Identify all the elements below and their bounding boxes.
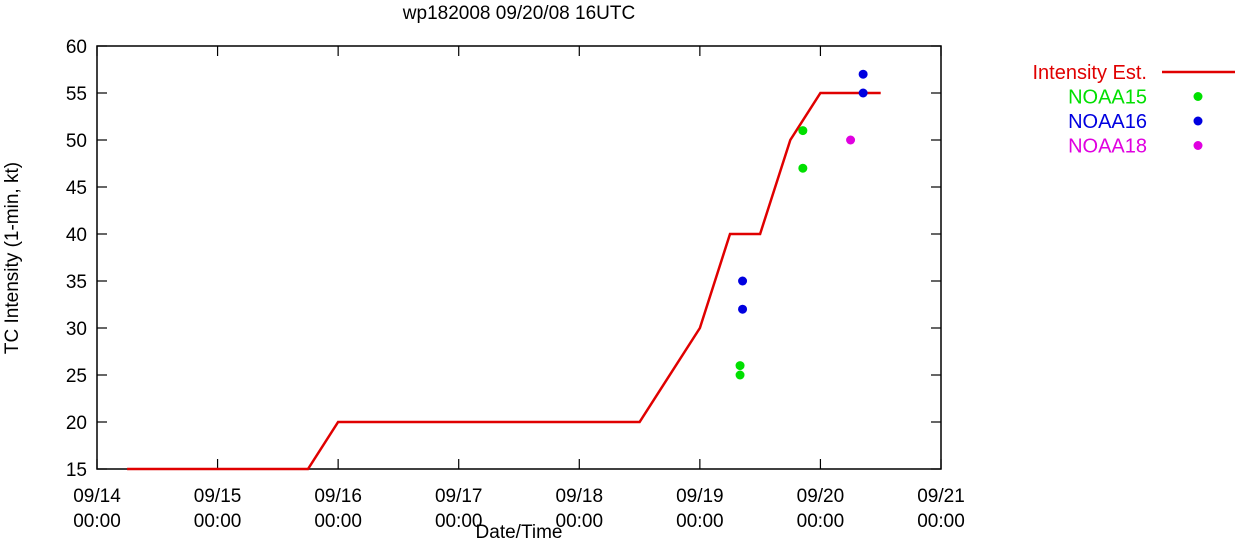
data-point-noaa15 — [798, 126, 808, 136]
legend-swatch-noaa18 — [1193, 141, 1203, 150]
legend-label-noaa18: NOAA18 — [1068, 136, 1147, 158]
x-tick-date-label: 09/15 — [194, 486, 242, 507]
y-tick-label: 45 — [66, 178, 87, 199]
y-tick-label: 55 — [66, 84, 87, 105]
series-layer — [127, 69, 881, 471]
x-ticks: 09/14 00:00 09/15 00:00 09/16 00:00 09/17 00:00… — [73, 46, 965, 532]
legend-swatch-noaa16 — [1193, 116, 1203, 126]
legend-swatch-noaa15 — [1193, 92, 1203, 101]
y-tick-label: 20 — [66, 413, 87, 434]
x-tick-time-label: 00:00 — [556, 511, 604, 532]
data-point-noaa15 — [735, 370, 745, 380]
x-tick-time-label: 00:00 — [73, 511, 121, 532]
data-point-noaa16 — [858, 88, 868, 98]
x-tick-time-label: 00:00 — [435, 511, 483, 532]
x-tick-date-label: 09/21 — [917, 486, 965, 507]
legend-label-intensity-est: Intensity Est. — [1033, 62, 1148, 84]
y-tick-label: 15 — [66, 460, 87, 481]
x-tick-time-label: 00:00 — [917, 511, 965, 532]
x-tick-time-label: 00:00 — [194, 511, 242, 532]
y-tick-label: 40 — [66, 225, 87, 246]
data-point-noaa18 — [846, 135, 856, 145]
y-tick-label: 35 — [66, 272, 87, 293]
y-tick-label: 25 — [66, 366, 87, 387]
x-tick-date-label: 09/17 — [435, 486, 483, 507]
x-tick-date-label: 09/19 — [676, 486, 724, 507]
x-tick-date-label: 09/14 — [73, 486, 121, 507]
x-tick-time-label: 00:00 — [314, 511, 362, 532]
x-axis-label: Date/Time — [476, 522, 563, 540]
y-axis-label: TC Intensity (1-min, kt) — [2, 162, 23, 354]
x-tick-time-label: 00:00 — [797, 511, 845, 532]
x-tick-date-label: 09/18 — [556, 486, 604, 507]
data-point-noaa15 — [735, 361, 745, 371]
legend-label-noaa15: NOAA15 — [1068, 87, 1147, 109]
series-line-intensity-est — [127, 91, 881, 471]
data-point-noaa15 — [798, 163, 808, 173]
legend-label-noaa16: NOAA16 — [1068, 111, 1147, 133]
data-point-noaa16 — [858, 69, 868, 79]
x-tick-date-label: 09/16 — [314, 486, 362, 507]
y-tick-label: 30 — [66, 319, 87, 340]
y-tick-label: 50 — [66, 131, 87, 152]
data-point-noaa16 — [738, 304, 748, 314]
data-point-noaa16 — [738, 276, 748, 286]
y-tick-label: 60 — [66, 37, 87, 58]
plot-area: 15 20 25 30 35 40 45 50 55 60 09/14 00:00 09/15 00:0… — [66, 37, 965, 532]
x-tick-date-label: 09/20 — [797, 486, 845, 507]
y-ticks: 15 20 25 30 35 40 45 50 55 60 — [66, 37, 941, 481]
plot-frame — [96, 45, 942, 470]
chart-title: wp182008 09/20/08 16UTC — [402, 3, 635, 24]
x-tick-time-label: 00:00 — [676, 511, 724, 532]
